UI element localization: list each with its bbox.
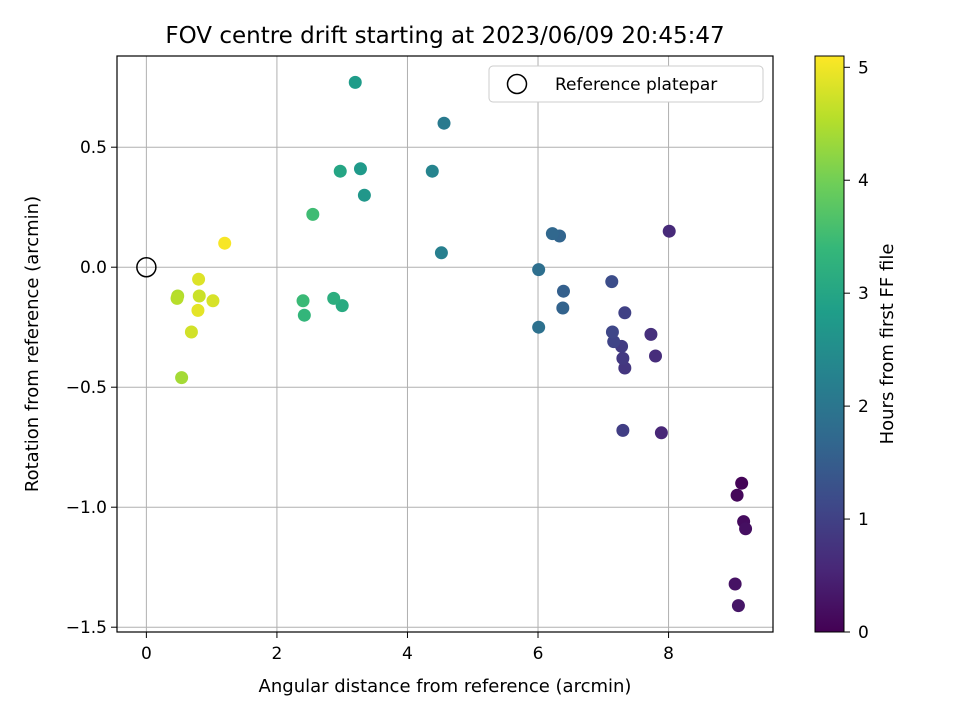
data-point	[618, 306, 632, 320]
x-tick-label: 0	[141, 644, 152, 664]
x-tick-label: 4	[402, 644, 413, 664]
data-point	[730, 488, 744, 502]
data-point	[192, 289, 206, 303]
data-point	[184, 325, 198, 339]
legend-label: Reference platepar	[555, 75, 717, 95]
data-point	[616, 423, 630, 437]
legend: Reference platepar	[488, 65, 764, 103]
reference-point	[136, 256, 157, 278]
data-point	[306, 207, 320, 221]
colorbar-tick-label: 3	[858, 284, 869, 304]
data-point	[335, 299, 349, 313]
data-point	[327, 291, 341, 305]
colorbar-label: Hours from first FF file	[877, 244, 898, 445]
data-point	[357, 188, 371, 202]
data-point	[532, 263, 546, 277]
data-point	[532, 320, 546, 334]
colorbar-tick-label: 4	[858, 171, 869, 191]
y-tick-label: −0.5	[66, 378, 107, 398]
data-point	[662, 224, 676, 238]
data-point	[654, 426, 668, 440]
data-point	[644, 327, 658, 341]
data-point	[616, 351, 630, 365]
legend-box	[488, 65, 764, 103]
data-point	[739, 522, 753, 536]
data-point	[434, 246, 448, 260]
data-point	[191, 303, 205, 317]
y-tick-label: 0.5	[80, 138, 107, 158]
data-point	[556, 284, 570, 298]
grid-lines	[117, 56, 773, 632]
data-point	[348, 75, 362, 89]
data-points	[170, 75, 753, 613]
y-tick-label: −1.5	[66, 618, 107, 638]
data-point	[206, 294, 220, 308]
colorbar-tick-label: 1	[858, 510, 869, 530]
data-point	[605, 275, 619, 289]
data-point	[218, 236, 232, 250]
data-point	[731, 599, 745, 613]
data-point	[437, 116, 451, 130]
y-tick-label: 0.0	[80, 258, 107, 278]
colorbar-tick-label: 0	[858, 623, 869, 643]
y-axis-label: Rotation from reference (arcmin)	[22, 196, 43, 492]
legend-marker-icon	[506, 73, 528, 95]
data-point	[192, 272, 206, 286]
colorbar	[814, 55, 845, 633]
data-point	[556, 301, 570, 315]
plot-frame	[116, 55, 774, 633]
chart-title: FOV centre drift starting at 2023/06/09 …	[165, 23, 724, 49]
y-axis-ticks: −1.5 −1.0 −0.5 0.0 0.5	[66, 138, 117, 638]
data-point	[297, 308, 311, 322]
data-point	[333, 164, 347, 178]
x-tick-label: 2	[272, 644, 283, 664]
data-point	[545, 227, 559, 241]
reference-marker	[136, 256, 157, 278]
data-point	[649, 349, 663, 363]
x-axis-label: Angular distance from reference (arcmin)	[259, 676, 632, 697]
colorbar-tick-label: 5	[858, 58, 869, 78]
data-point	[735, 476, 749, 490]
data-point	[296, 294, 310, 308]
y-tick-label: −1.0	[66, 498, 107, 518]
x-tick-label: 8	[663, 644, 674, 664]
data-point	[170, 291, 184, 305]
x-tick-label: 6	[533, 644, 544, 664]
data-point	[605, 325, 619, 339]
data-point	[175, 371, 189, 385]
data-point	[607, 335, 621, 349]
colorbar-ticks: 0 1 2 3 4 5	[844, 58, 869, 643]
x-axis-ticks: 0 2 4 6 8	[141, 632, 674, 664]
colorbar-tick-label: 2	[858, 397, 869, 417]
data-point	[728, 577, 742, 591]
data-point	[425, 164, 439, 178]
data-point	[353, 162, 367, 176]
